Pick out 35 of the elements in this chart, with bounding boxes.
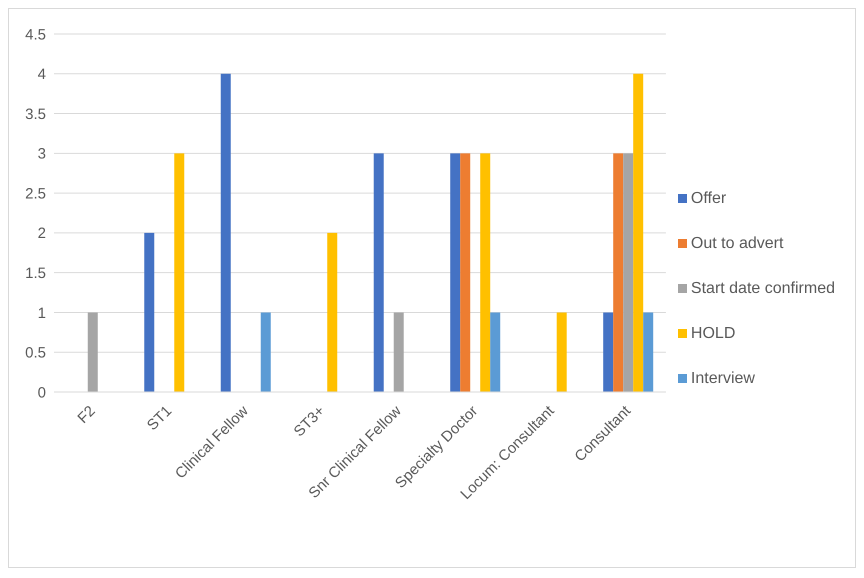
bar bbox=[460, 153, 470, 392]
bar bbox=[490, 312, 500, 392]
bar bbox=[260, 312, 271, 392]
legend-label: Interview bbox=[690, 370, 755, 386]
bar bbox=[220, 74, 231, 392]
y-tick-label: 2.5 bbox=[25, 185, 46, 202]
y-tick-label: 3 bbox=[38, 146, 46, 163]
bar bbox=[643, 312, 654, 392]
bar bbox=[394, 312, 404, 392]
bar bbox=[327, 232, 338, 392]
x-tick-label: F2 bbox=[74, 402, 99, 427]
bar bbox=[623, 153, 634, 392]
bar bbox=[613, 153, 624, 392]
y-tick-label: 3.5 bbox=[25, 106, 46, 123]
bar bbox=[633, 74, 644, 392]
bar bbox=[144, 232, 154, 392]
legend-label: Out to advert bbox=[690, 234, 784, 252]
bar bbox=[174, 153, 184, 392]
legend-label: Start date confirmed bbox=[690, 280, 835, 296]
y-tick-label: 1.5 bbox=[25, 264, 46, 282]
y-tick-label: 1 bbox=[38, 304, 46, 322]
bar bbox=[374, 153, 384, 392]
y-tick-label: 2 bbox=[38, 225, 46, 242]
y-tick-label: 4 bbox=[38, 66, 46, 84]
bar bbox=[450, 153, 460, 392]
x-tick-label: ST1 bbox=[144, 402, 176, 434]
bar bbox=[556, 312, 567, 392]
y-tick-label: 0.5 bbox=[25, 344, 46, 362]
bar bbox=[88, 312, 98, 392]
bar bbox=[480, 153, 490, 392]
y-tick-label: 4.5 bbox=[25, 26, 46, 44]
bar bbox=[603, 312, 614, 392]
y-tick-label: 0 bbox=[38, 384, 46, 402]
legend-label: HOLD bbox=[690, 324, 736, 342]
legend-label: Offer bbox=[690, 190, 726, 206]
